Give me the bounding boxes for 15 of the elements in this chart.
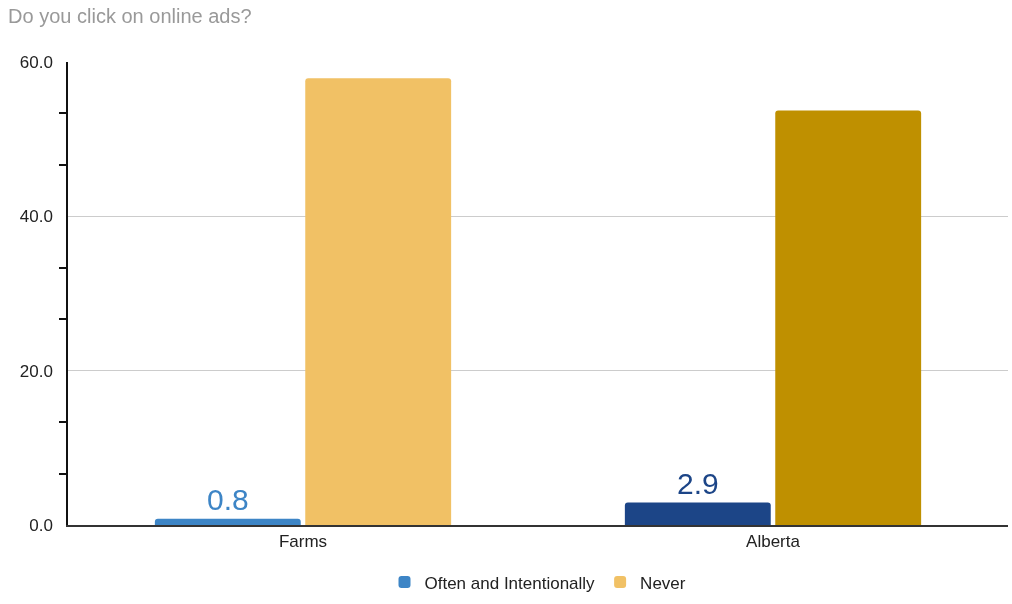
bar <box>305 78 452 525</box>
y-tick-label: 0.0 <box>29 515 53 535</box>
data-label: 0.8 <box>206 482 249 516</box>
bar <box>624 502 771 525</box>
chart-title: Do you click on online ads? <box>8 5 252 27</box>
data-label: 2.9 <box>676 466 719 500</box>
legend-label: Often and Intentionally <box>424 573 596 593</box>
x-tick-label: Farms <box>278 532 328 552</box>
y-tick-label: 40.0 <box>19 207 53 227</box>
x-tick-label: Alberta <box>746 532 801 552</box>
legend-label: Never <box>640 573 686 593</box>
y-tick-label: 20.0 <box>19 361 53 381</box>
bar <box>775 110 922 525</box>
bar <box>154 518 301 525</box>
y-tick-label: 60.0 <box>19 52 53 72</box>
